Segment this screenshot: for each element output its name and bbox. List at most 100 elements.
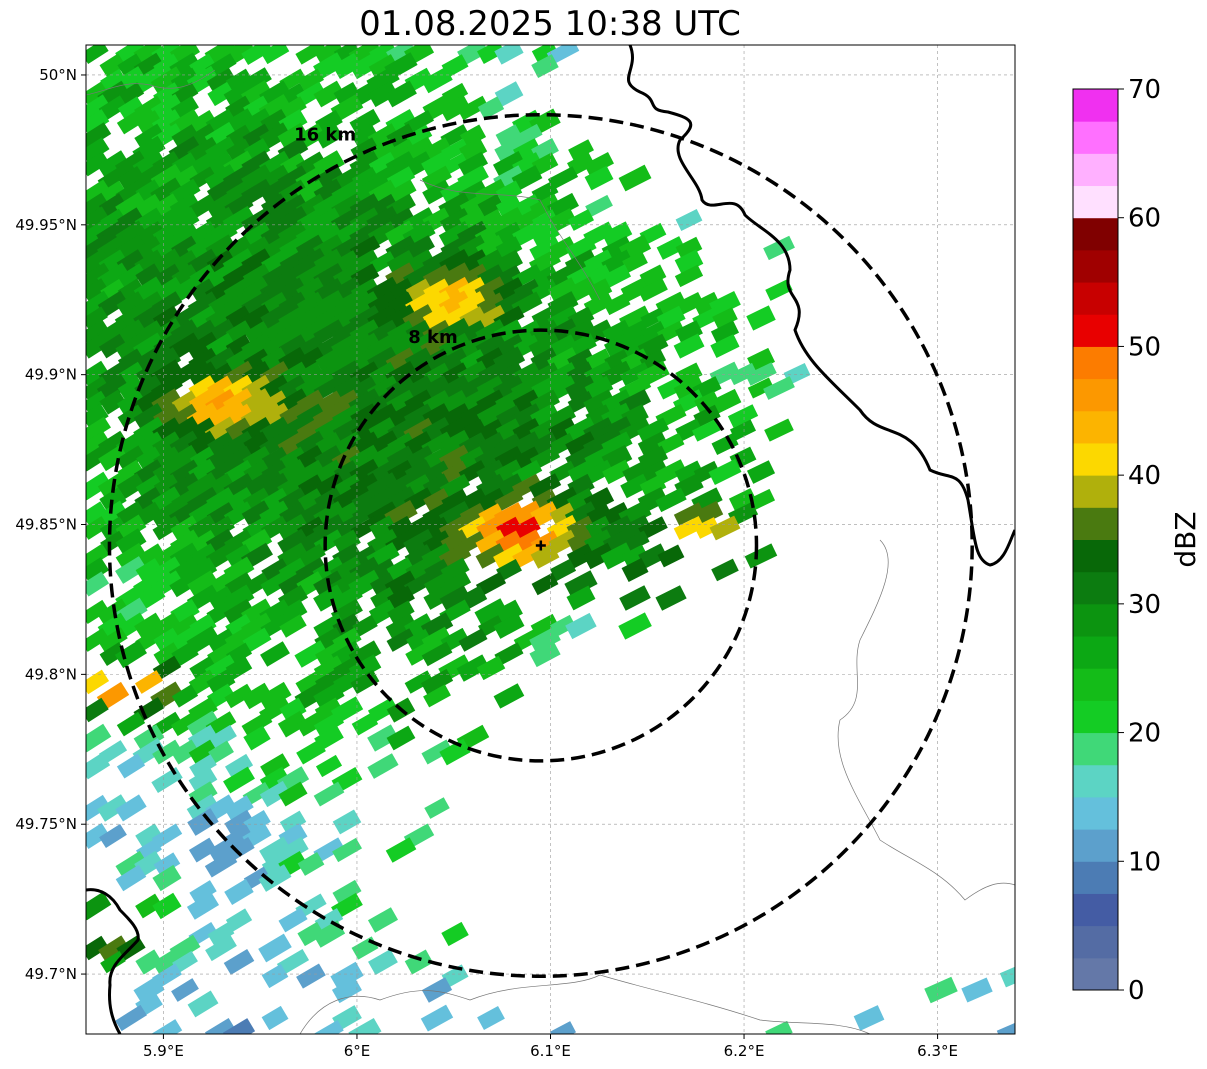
echo-cell [86, 416, 111, 444]
district-border [86, 69, 216, 96]
echo-cell [567, 209, 595, 231]
echo-cell [115, 178, 147, 206]
echo-cell [475, 571, 507, 597]
echo-cell [116, 501, 146, 528]
echo-cell [187, 220, 219, 248]
echo-cell [529, 319, 561, 345]
echo-cell [86, 219, 112, 249]
radar-site-marker [535, 540, 546, 551]
echo-cell [421, 977, 453, 1003]
echo-cell [314, 697, 344, 723]
echo-cell [675, 209, 703, 231]
echo-cell [116, 109, 146, 135]
echo-cell [565, 431, 597, 457]
echo-cell [115, 556, 147, 584]
echo-cell [404, 362, 434, 386]
echo-cell [242, 221, 272, 247]
echo-cell [86, 290, 111, 318]
echo-cell [277, 528, 309, 556]
echo-cell [134, 95, 164, 121]
echo-cell [188, 375, 218, 401]
echo-cell [367, 724, 399, 752]
echo-cell [86, 471, 112, 501]
echo-cell [530, 403, 561, 429]
echo-cell [333, 529, 361, 555]
echo-cell [657, 544, 685, 568]
echo-cell [132, 387, 166, 417]
echo-cell [117, 348, 144, 372]
echo-cell [439, 94, 471, 122]
echo-cell [673, 333, 705, 359]
echo-cell [495, 180, 523, 204]
echo-cell [586, 503, 612, 525]
echo-cell [188, 837, 217, 863]
colorbar-segment [1073, 378, 1118, 412]
echo-cell [297, 921, 325, 947]
echo-cell [513, 208, 541, 232]
echo-cell [115, 542, 147, 570]
echo-cell [550, 432, 576, 456]
echo-cell [243, 277, 271, 303]
echo-cell [150, 93, 184, 123]
echo-cell [190, 278, 216, 302]
echo-cell [673, 502, 705, 526]
echo-cell [260, 108, 290, 136]
echo-cell [423, 586, 451, 610]
echo-cell [117, 404, 145, 428]
echo-cell [151, 248, 183, 276]
colorbar-segment [1073, 603, 1118, 637]
echo-cell [531, 180, 559, 204]
echo-cell [241, 164, 273, 192]
echo-cell [512, 417, 542, 443]
echo-cell [639, 264, 667, 288]
echo-cell [207, 81, 235, 107]
echo-cell [763, 235, 795, 261]
echo-cell [224, 809, 254, 835]
echo-cell [241, 80, 273, 108]
echo-cell [583, 542, 615, 570]
echo-cell [150, 177, 184, 207]
colorbar-segment [1073, 764, 1118, 798]
echo-cell [601, 249, 633, 275]
echo-cell [278, 277, 307, 303]
echo-cell [223, 598, 255, 626]
echo-cell [134, 347, 164, 373]
echo-cell [566, 543, 596, 569]
echo-cell [513, 628, 541, 652]
echo-cell [531, 376, 559, 400]
echo-cell [86, 390, 108, 414]
colorbar: 0 10 20 30 40 50 60 70 dBZ [1072, 75, 1202, 1006]
echo-cell [384, 570, 418, 598]
echo-cell [86, 248, 111, 276]
echo-cell [694, 391, 720, 413]
echo-cell [115, 864, 147, 892]
echo-cell [423, 460, 451, 484]
echo-cell [225, 320, 253, 344]
echo-cell [493, 333, 525, 359]
echo-cell [189, 656, 217, 681]
echo-cell [439, 585, 471, 611]
echo-cell [548, 529, 578, 555]
echo-cell [170, 459, 201, 485]
echo-cell [186, 892, 220, 920]
echo-cell [496, 558, 522, 582]
echo-cell [241, 682, 273, 710]
echo-cell [206, 515, 235, 541]
echo-cell [657, 432, 685, 456]
echo-cell [351, 376, 379, 400]
echo-cell [259, 416, 291, 444]
echo-cell [117, 278, 145, 302]
echo-cell [296, 711, 326, 737]
colorbar-tick-label: 10 [1128, 847, 1161, 877]
echo-cell [368, 949, 398, 975]
echo-cell [295, 669, 327, 695]
echo-cell [420, 668, 454, 695]
echo-cell [222, 164, 256, 192]
echo-cell [548, 362, 578, 386]
echo-cell [116, 263, 146, 289]
echo-cell [604, 349, 630, 371]
echo-cell [260, 45, 290, 65]
echo-cell [204, 402, 238, 430]
echo-cell [170, 598, 200, 626]
echo-cell [996, 1019, 1015, 1034]
